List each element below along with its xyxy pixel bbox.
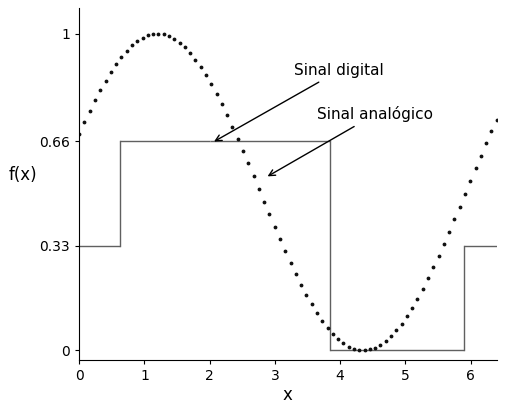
- X-axis label: x: x: [283, 386, 293, 404]
- Text: Sinal analógico: Sinal analógico: [269, 106, 433, 176]
- Text: Sinal digital: Sinal digital: [216, 63, 384, 141]
- Y-axis label: f(x): f(x): [9, 166, 37, 184]
